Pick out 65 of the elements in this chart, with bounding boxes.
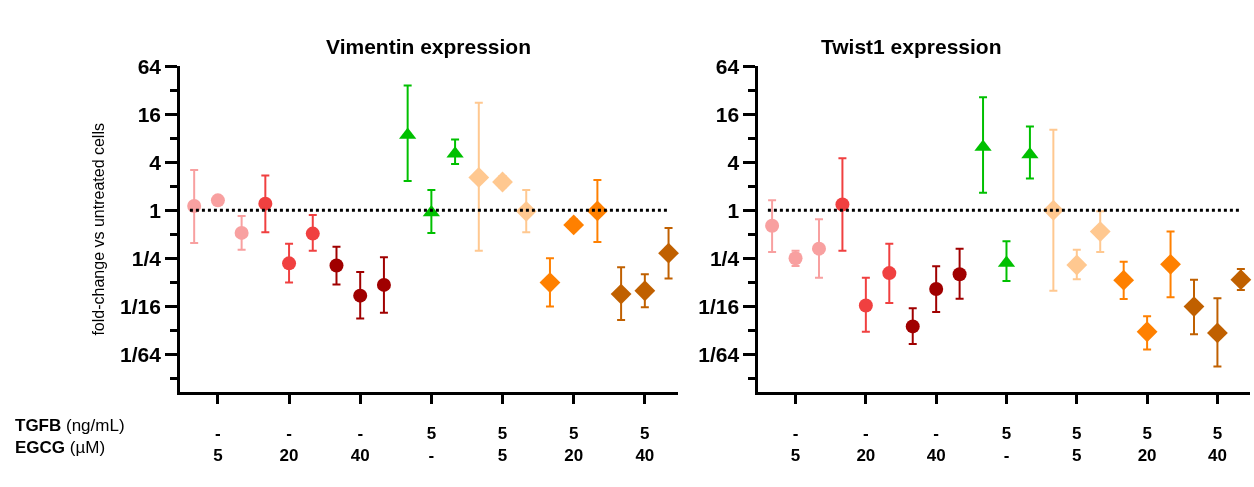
y-tick-label: 64 <box>137 54 162 78</box>
y-tick-label: 4 <box>149 150 162 174</box>
point <box>468 167 490 188</box>
x-tick-label: - 5 <box>213 423 223 465</box>
x-tick-label: 5 20 <box>564 423 584 465</box>
chart-title: Vimentin expression <box>326 35 532 58</box>
point <box>765 218 780 233</box>
chart-title: Twist1 expression <box>821 35 1002 58</box>
y-tick-label: 64 <box>715 54 740 78</box>
x-tick-label: - 20 <box>279 423 299 465</box>
point <box>539 272 561 293</box>
y-tick-label: 4 <box>727 150 740 174</box>
y-tick-label: 1/64 <box>120 342 162 366</box>
point <box>282 256 297 271</box>
y-tick-label: 1/16 <box>698 294 740 318</box>
x-tick-label: 5 5 <box>497 423 508 465</box>
point <box>1113 269 1135 291</box>
x-tick-label: 5 5 <box>1072 423 1082 465</box>
point <box>658 242 679 264</box>
point <box>376 277 391 292</box>
x-tick-label: - 20 <box>856 423 876 465</box>
point <box>610 283 632 305</box>
y-tick-label: 1 <box>727 198 740 222</box>
text: EGCG (µM) <box>15 438 106 457</box>
point <box>353 288 368 303</box>
x-tick-label: 5 20 <box>1137 423 1157 465</box>
point <box>258 196 273 211</box>
point <box>210 193 225 208</box>
point <box>1089 221 1111 242</box>
point <box>1160 253 1181 275</box>
point <box>882 266 897 281</box>
y-tick-label: 1/4 <box>131 246 162 270</box>
x-tick-label: - 40 <box>350 423 370 465</box>
point <box>1230 269 1252 291</box>
y-tick-label: 1/16 <box>120 294 161 318</box>
point <box>234 225 249 240</box>
point <box>1021 146 1039 159</box>
point <box>1136 321 1158 343</box>
x-tick-label: 5 - <box>1001 423 1012 465</box>
point <box>1207 322 1228 344</box>
point <box>492 171 513 193</box>
y-tick-label: 16 <box>715 102 740 126</box>
x-tick-label: 5 - <box>426 423 437 465</box>
y-tick-label: 1/4 <box>709 246 740 270</box>
point <box>929 282 944 296</box>
point <box>811 241 826 256</box>
point <box>1183 296 1205 317</box>
y-tick-label: 1/64 <box>698 342 740 366</box>
point <box>952 267 967 282</box>
point <box>329 258 344 273</box>
point <box>858 298 873 313</box>
point <box>634 280 656 302</box>
text: TGFB (ng/mL) <box>15 416 125 435</box>
point <box>835 197 850 212</box>
y-tick-label: 16 <box>137 102 161 126</box>
x-tick-label: - 5 <box>790 423 801 465</box>
x-tick-label: 5 40 <box>635 423 655 465</box>
point <box>563 214 585 236</box>
y-axis-title: fold-change vs untreated cells <box>90 123 108 336</box>
point <box>1066 254 1088 276</box>
x-tick-label: - 40 <box>926 423 946 465</box>
y-tick-label: 1 <box>149 198 162 222</box>
point <box>905 319 920 334</box>
x-tick-label: 5 40 <box>1207 423 1227 465</box>
point <box>305 226 320 241</box>
